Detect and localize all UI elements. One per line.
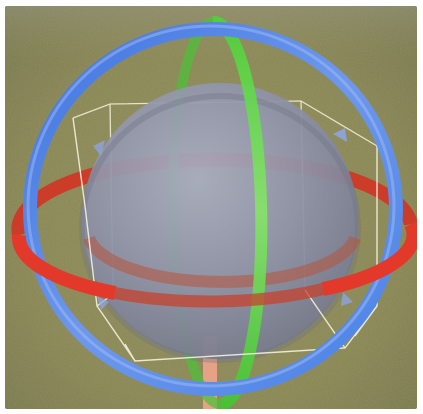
z-rotation-ring-highlight [26, 24, 396, 388]
scale-handle-top-right[interactable] [333, 128, 347, 142]
scene-viewport[interactable] [5, 6, 417, 409]
x-rotation-ring-front-bottom[interactable] [113, 283, 325, 308]
x-rotation-ring-front-right[interactable] [321, 221, 417, 296]
x-rotation-ring-mid[interactable] [83, 235, 361, 288]
sphere-shadow-rim [79, 93, 361, 363]
scale-handle-bottom-left[interactable] [97, 296, 109, 310]
viewport-canvas[interactable] [5, 6, 417, 409]
scale-handle-top-left[interactable] [93, 140, 105, 156]
scale-handle-bottom-right[interactable] [341, 292, 353, 306]
selected-sphere[interactable] [82, 83, 358, 359]
z-rotation-ring[interactable] [23, 22, 403, 396]
x-rotation-ring-front-left[interactable] [11, 234, 117, 300]
